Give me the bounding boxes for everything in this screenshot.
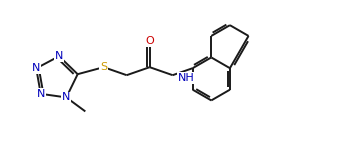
Text: O: O	[145, 36, 154, 46]
Text: NH: NH	[178, 73, 195, 83]
Text: N: N	[55, 51, 63, 61]
Text: N: N	[62, 92, 71, 102]
Text: N: N	[37, 89, 45, 99]
Text: N: N	[32, 63, 40, 73]
Text: S: S	[100, 62, 107, 72]
